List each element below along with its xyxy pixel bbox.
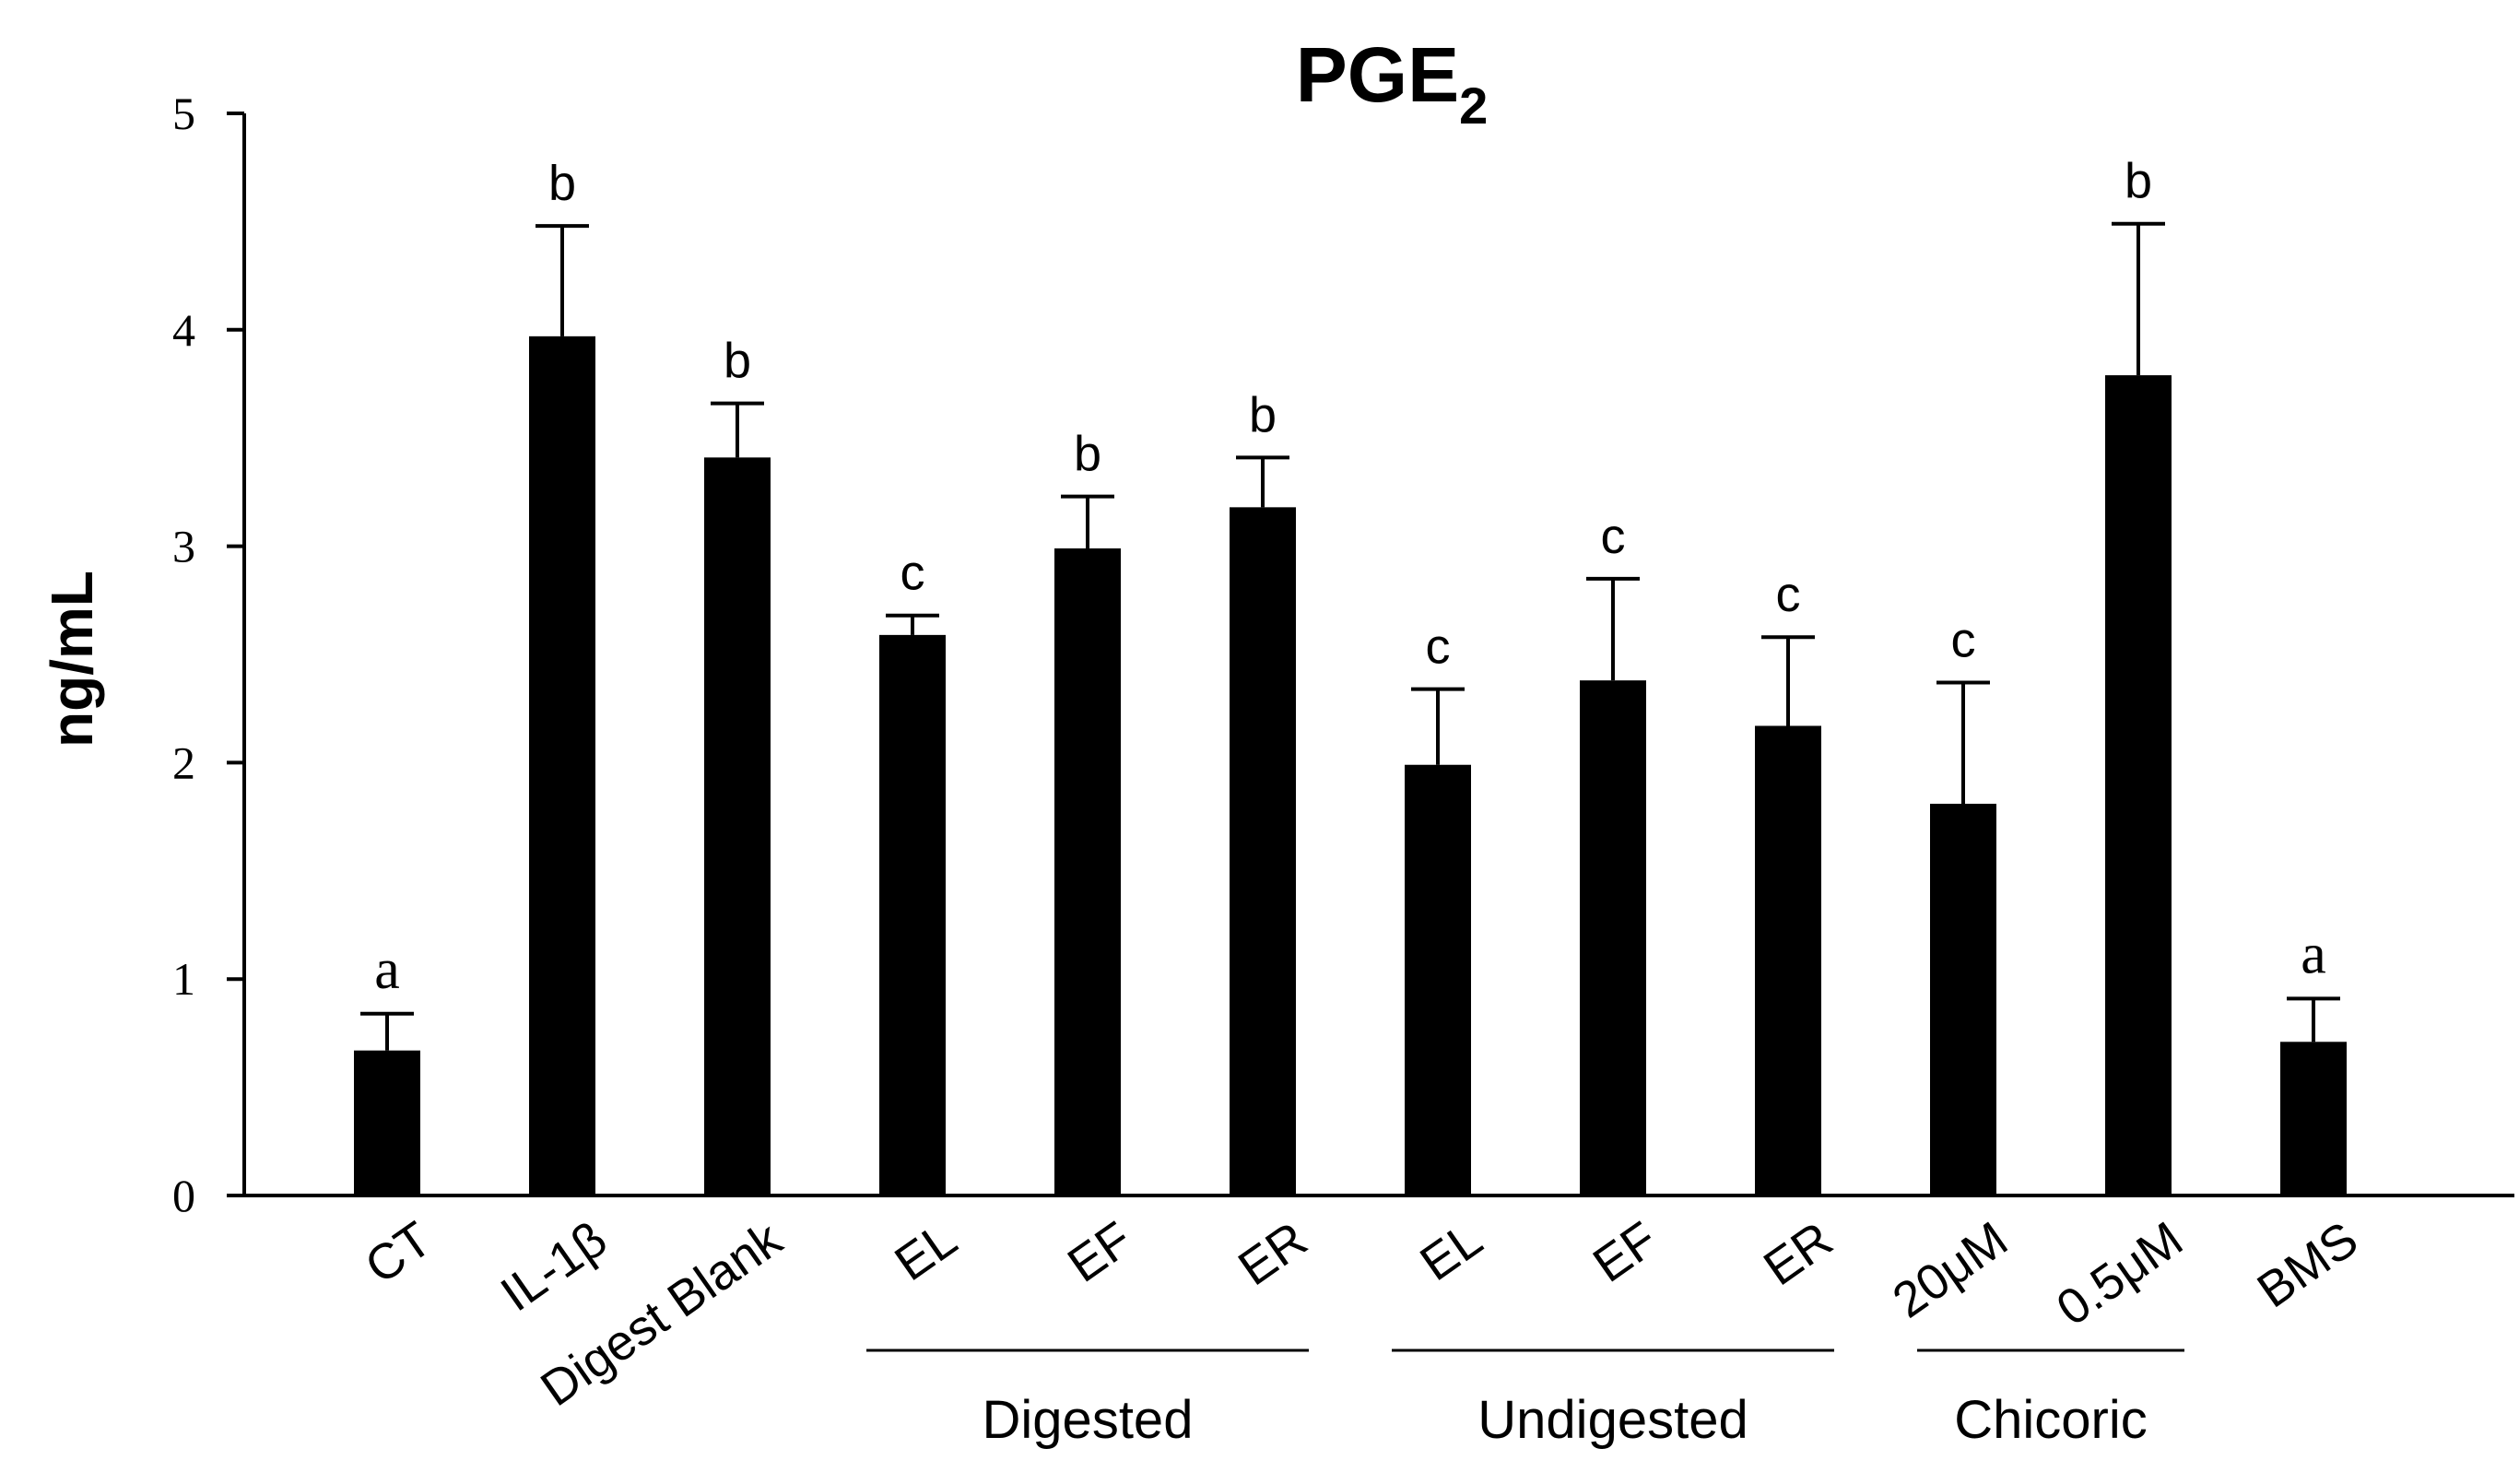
significance-letter: a [2301, 923, 2326, 985]
y-tick-label: 5 [172, 88, 195, 139]
bar [2105, 375, 2172, 1195]
x-tick-label: ER [1754, 1211, 1842, 1296]
y-tick-label: 2 [172, 736, 195, 788]
group-label: Digested [983, 1390, 1194, 1450]
group-label: Chicoric [1954, 1390, 2148, 1450]
x-tick-label: BMS [2248, 1211, 2368, 1318]
significance-letter: c [1601, 509, 1626, 564]
y-axis-label: ng/mL [39, 571, 105, 748]
significance-letter: b [2125, 154, 2152, 209]
x-tick-label: EL [885, 1211, 967, 1291]
x-tick-label: EF [1583, 1211, 1667, 1293]
significance-letter: b [1074, 427, 1101, 482]
bar [1755, 725, 1821, 1195]
bar [529, 336, 595, 1195]
x-tick-label: 0.5μM [2047, 1211, 2193, 1337]
significance-letter: c [1426, 619, 1451, 675]
x-tick-label: 20μM [1883, 1211, 2018, 1328]
chart-title-main: PGE [1296, 31, 1459, 118]
chart-title: PGE2 [1296, 31, 1489, 135]
x-tick-label: EL [1410, 1211, 1492, 1291]
significance-letter: c [900, 546, 925, 601]
x-tick-label: ER [1229, 1211, 1317, 1296]
bar [879, 634, 946, 1195]
chart-title-subscript: 2 [1459, 77, 1488, 135]
significance-letter: a [374, 938, 400, 1001]
bar [1580, 680, 1646, 1195]
significance-letter: b [724, 334, 751, 389]
significance-letter: b [1249, 387, 1277, 442]
bar [1405, 764, 1471, 1195]
significance-letter: b [548, 156, 576, 211]
bar [354, 1050, 420, 1195]
y-tick-label: 3 [172, 521, 195, 572]
significance-letter: c [1951, 613, 1976, 668]
x-tick-label: IL-1β [491, 1211, 617, 1322]
y-tick-label: 0 [172, 1170, 195, 1221]
bar [1054, 548, 1121, 1195]
significance-letter: c [1776, 567, 1801, 622]
x-tick-label: EF [1058, 1211, 1142, 1293]
bar [1230, 507, 1296, 1195]
y-tick-label: 1 [172, 953, 195, 1005]
y-tick-label: 4 [172, 304, 195, 356]
group-label: Undigested [1477, 1390, 1748, 1450]
bar [2280, 1042, 2347, 1195]
bar [704, 457, 771, 1195]
bar [1930, 804, 1996, 1195]
x-tick-label: CT [356, 1211, 441, 1294]
